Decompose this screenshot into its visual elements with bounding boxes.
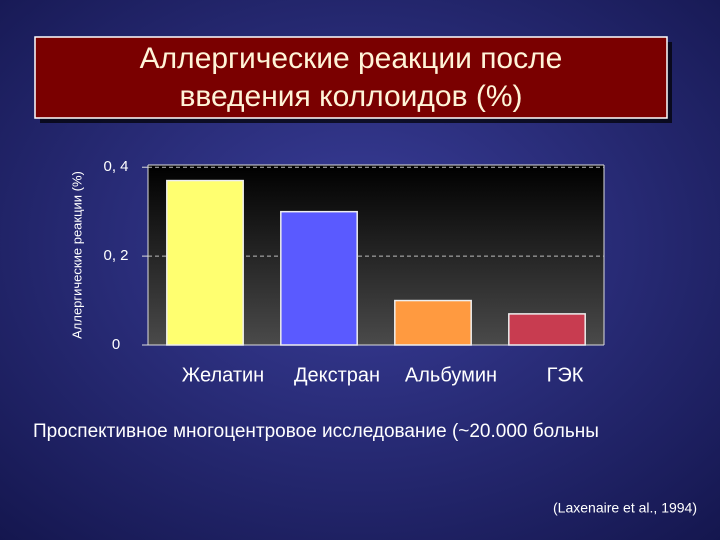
note: Проспективное многоцентровое исследовани…	[33, 421, 599, 442]
x-tick-label: Альбумин	[405, 364, 497, 386]
chart-marks: 0 0, 2 0, 4 Желатин Декстран Альбумин ГЭК	[103, 158, 604, 386]
bar	[394, 299, 472, 346]
y-tick-label: 0	[112, 336, 120, 353]
x-tick-label: Желатин	[182, 364, 264, 386]
y-tick-label: 0, 2	[103, 247, 128, 264]
x-tick-label: Декстран	[294, 364, 380, 386]
chart-title: введения коллоидов (%)	[179, 80, 522, 113]
y-axis-label: Аллергические реакции (%)	[69, 171, 84, 339]
bar	[166, 179, 244, 346]
chart-title: Аллергические реакции после	[140, 42, 563, 75]
source: (Laxenaire et al., 1994)	[553, 500, 697, 516]
bar	[280, 210, 358, 346]
bar	[508, 313, 586, 346]
y-tick-label: 0, 4	[103, 158, 128, 175]
title-box	[34, 36, 668, 119]
x-tick-label: ГЭК	[547, 364, 584, 386]
